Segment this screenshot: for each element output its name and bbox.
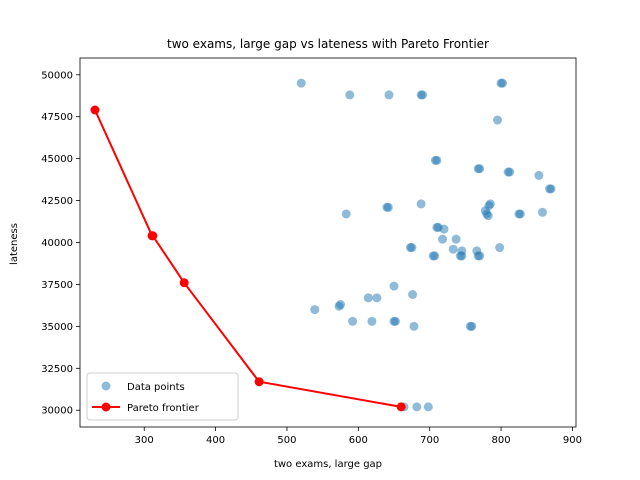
pareto-point <box>148 231 158 241</box>
data-point <box>515 209 525 219</box>
data-point <box>467 321 477 331</box>
data-point <box>534 170 544 180</box>
x-tick-label: 400 <box>206 435 225 446</box>
pareto-frontier-line <box>94 109 402 408</box>
y-tick-label: 47500 <box>41 112 73 123</box>
data-point <box>383 202 393 212</box>
data-point <box>345 90 355 100</box>
data-point <box>335 300 345 310</box>
data-point <box>537 207 547 217</box>
data-point <box>475 164 485 174</box>
y-tick-label: 50000 <box>41 70 73 81</box>
y-axis-label: lateness <box>9 223 20 265</box>
x-tick-label: 700 <box>420 435 439 446</box>
data-point <box>497 78 507 88</box>
legend-label-data-points: Data points <box>127 382 185 393</box>
data-point <box>457 251 467 261</box>
legend: Data points Pareto frontier <box>86 372 239 421</box>
pareto-point <box>254 377 264 387</box>
data-point <box>408 289 418 299</box>
data-point <box>348 316 358 326</box>
x-tick-label: 900 <box>563 435 582 446</box>
data-point <box>416 199 426 209</box>
y-tick-label: 35000 <box>41 322 73 333</box>
data-point <box>390 316 400 326</box>
data-point <box>492 115 502 125</box>
legend-label-pareto: Pareto frontier <box>127 403 200 414</box>
y-tick-label: 32500 <box>41 364 73 375</box>
data-point <box>505 167 515 177</box>
data-point <box>384 90 394 100</box>
x-axis-label: two exams, large gap <box>274 459 382 470</box>
legend-marker-data-points <box>101 381 111 391</box>
data-point <box>451 234 461 244</box>
data-point <box>483 211 493 221</box>
data-point <box>367 316 377 326</box>
x-axis: 300 400 500 600 700 800 900 <box>135 427 582 446</box>
data-point <box>475 251 485 261</box>
data-point <box>432 155 442 165</box>
y-tick-label: 45000 <box>41 154 73 165</box>
y-tick-label: 37500 <box>41 280 73 291</box>
data-point <box>546 184 556 194</box>
chart-title: two exams, large gap vs lateness with Pa… <box>167 37 489 51</box>
y-tick-label: 40000 <box>41 238 73 249</box>
data-point <box>423 402 433 412</box>
x-tick-label: 600 <box>349 435 368 446</box>
data-point <box>341 209 351 219</box>
data-point <box>310 305 320 315</box>
data-point <box>412 402 422 412</box>
data-point <box>418 90 428 100</box>
data-point <box>409 321 419 331</box>
data-point <box>389 281 399 291</box>
data-point <box>407 243 417 253</box>
data-point <box>430 251 440 261</box>
x-tick-label: 500 <box>277 435 296 446</box>
data-point <box>448 244 458 254</box>
x-tick-label: 300 <box>135 435 154 446</box>
data-point <box>495 243 505 253</box>
pareto-point <box>179 278 189 288</box>
x-tick-label: 800 <box>492 435 511 446</box>
pareto-point <box>90 105 100 115</box>
legend-marker-pareto <box>101 402 111 412</box>
y-tick-label: 42500 <box>41 196 73 207</box>
data-point <box>438 234 448 244</box>
pareto-point <box>396 402 406 412</box>
legend-box <box>86 372 239 421</box>
data-point <box>372 293 382 303</box>
y-axis: 30000 32500 35000 37500 40000 42500 45000 47500… <box>41 70 80 417</box>
y-tick-label: 30000 <box>41 406 73 417</box>
data-point <box>363 293 373 303</box>
data-point <box>439 224 449 234</box>
data-point <box>296 78 306 88</box>
